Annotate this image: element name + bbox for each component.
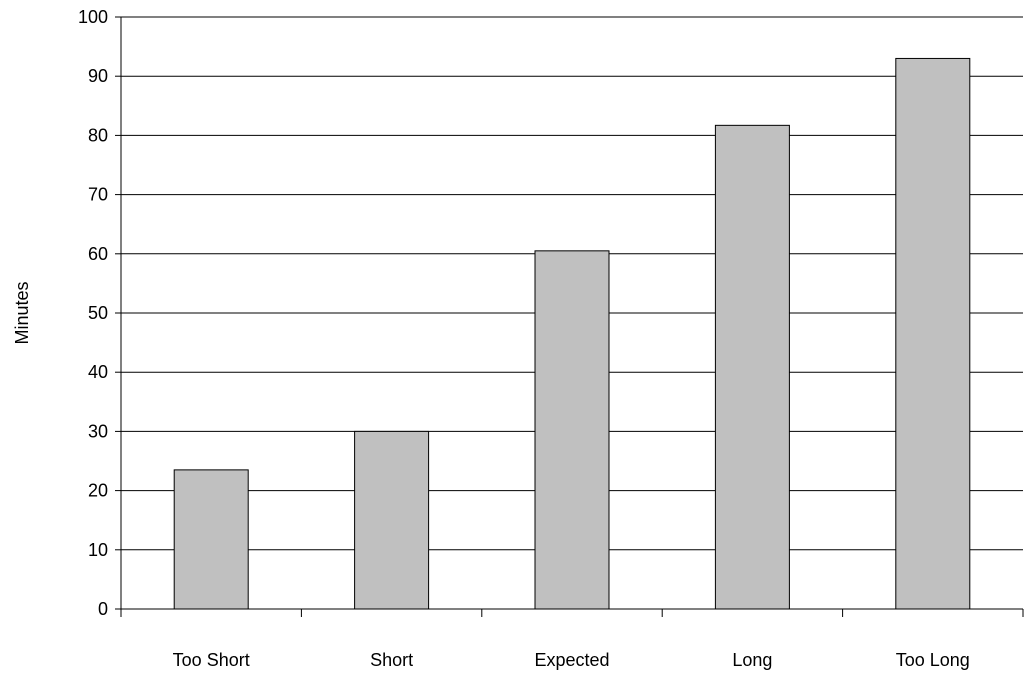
x-tick-label: Long xyxy=(732,650,772,670)
y-tick-label: 100 xyxy=(78,7,108,27)
bar-too-long xyxy=(895,57,971,610)
y-tick-label: 10 xyxy=(88,540,108,560)
y-tick-label: 30 xyxy=(88,421,108,441)
y-tick-label: 80 xyxy=(88,125,108,145)
x-tick-label: Expected xyxy=(534,650,609,670)
y-tick-label: 20 xyxy=(88,481,108,501)
y-tick-label: 90 xyxy=(88,66,108,86)
x-tick-label: Short xyxy=(370,650,413,670)
bar-long xyxy=(714,124,790,610)
y-tick-label: 40 xyxy=(88,362,108,382)
y-tick-label: 50 xyxy=(88,303,108,323)
y-tick-label: 0 xyxy=(98,599,108,619)
x-tick-label: Too Long xyxy=(896,650,970,670)
x-tick-labels: Too Short Short Expected Long Too Long xyxy=(120,609,1024,670)
y-axis-label: Minutes xyxy=(12,281,32,344)
y-tick-label: 60 xyxy=(88,244,108,264)
bar-expected xyxy=(534,250,610,610)
y-tick-label: 70 xyxy=(88,185,108,205)
x-tick-label: Too Short xyxy=(173,650,250,670)
y-tick-labels: 0 10 20 30 40 50 60 70 80 90 100 xyxy=(78,7,121,619)
bars xyxy=(173,57,971,610)
bar-short xyxy=(354,430,430,610)
bar-too-short xyxy=(173,469,249,610)
